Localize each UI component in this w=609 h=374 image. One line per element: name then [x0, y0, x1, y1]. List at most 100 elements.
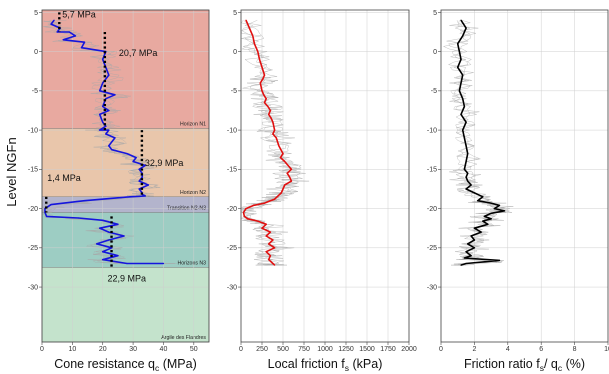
- data-point: [275, 137, 277, 139]
- data-point: [465, 121, 467, 123]
- data-point: [108, 239, 110, 241]
- data-point: [279, 157, 282, 159]
- data-point: [50, 23, 52, 25]
- data-point: [243, 215, 245, 217]
- y-tick-label: -15: [227, 167, 237, 174]
- x-axis-label-part: / q: [544, 357, 558, 371]
- data-point: [111, 247, 113, 249]
- x-tick-label: 30: [129, 346, 137, 353]
- data-point: [108, 129, 110, 131]
- data-point: [462, 74, 464, 76]
- data-point: [80, 47, 83, 49]
- x-axis-label-part: Friction ratio f: [464, 357, 540, 371]
- x-tick-label: 10: [604, 346, 609, 353]
- data-point: [114, 137, 116, 139]
- data-point: [284, 160, 286, 163]
- data-point: [269, 231, 271, 233]
- data-point: [473, 247, 475, 249]
- x-tick-label: 750: [298, 346, 310, 353]
- average-label: 20,7 MPa: [119, 48, 158, 58]
- friction-ratio-panel: 0 2 4 6 8 10 5 0 -5 -10 -15 -20 -25 -30 Friction ratio…: [427, 9, 609, 373]
- data-point: [117, 255, 119, 257]
- y-tick-label: -25: [28, 245, 38, 252]
- data-point: [460, 264, 462, 266]
- x-axis-label-subscript: s: [345, 363, 349, 373]
- x-axis-label: Cone resistance qc (MPa): [54, 357, 197, 373]
- data-point: [460, 58, 462, 61]
- data-point: [102, 82, 104, 84]
- data-point: [265, 98, 267, 100]
- y-tick-label: 0: [34, 49, 38, 56]
- data-point: [467, 153, 469, 155]
- data-point: [275, 197, 277, 199]
- raw-data-trace: [442, 20, 510, 266]
- x-tick-label: 1500: [359, 346, 375, 353]
- data-point: [50, 204, 52, 206]
- zone-band: [41, 128, 210, 197]
- y-tick-label: -30: [28, 284, 38, 291]
- data-point: [463, 105, 465, 108]
- data-point: [289, 176, 291, 178]
- y-axis-label: Level NGFn: [4, 137, 19, 206]
- x-axis-label-subscript: s: [540, 363, 544, 373]
- data-point: [482, 220, 484, 222]
- average-label: 1,4 MPa: [47, 173, 81, 183]
- zone-label: Argile des Flandres: [161, 335, 206, 341]
- y-tick-label: 5: [433, 10, 437, 17]
- y-tick-label: -20: [28, 206, 38, 213]
- data-point: [465, 251, 467, 253]
- data-point: [83, 200, 86, 202]
- data-point: [465, 176, 467, 178]
- raw-data-trace: [241, 20, 310, 266]
- data-point: [111, 149, 113, 151]
- data-point: [272, 239, 274, 241]
- data-point: [262, 78, 264, 80]
- data-point: [483, 215, 485, 217]
- data-point: [490, 212, 492, 214]
- data-point: [245, 208, 247, 210]
- data-point: [141, 176, 143, 178]
- data-point: [465, 188, 467, 190]
- data-point: [282, 153, 284, 155]
- data-point: [263, 74, 266, 76]
- data-point: [261, 90, 263, 92]
- data-point: [457, 66, 459, 68]
- y-tick-label: -10: [427, 127, 437, 134]
- series-line: [44, 19, 164, 265]
- x-axis-label: Local friction fs (kPa): [268, 357, 383, 373]
- data-point: [56, 31, 58, 33]
- raw-data-trace: [447, 20, 514, 266]
- data-point: [105, 98, 107, 100]
- data-point: [280, 192, 282, 194]
- raw-data-trace: [240, 19, 303, 266]
- data-point: [108, 109, 110, 112]
- plot-frame: [440, 9, 609, 343]
- data-point: [490, 202, 492, 204]
- x-tick-label: 0: [40, 346, 44, 353]
- x-tick-label: 1250: [338, 346, 354, 353]
- data-point: [117, 223, 119, 225]
- data-point: [284, 184, 286, 186]
- y-tick-label: -25: [227, 245, 237, 252]
- data-point: [268, 259, 270, 261]
- data-point: [123, 235, 125, 237]
- data-point: [258, 58, 261, 61]
- data-point: [252, 35, 254, 37]
- data-point: [470, 184, 472, 186]
- data-point: [272, 133, 274, 135]
- data-point: [99, 113, 101, 115]
- x-tick-label: 1750: [380, 346, 396, 353]
- x-axis-label-part: (kPa): [349, 357, 382, 371]
- x-axis-label-part: (%): [562, 357, 585, 371]
- y-tick-label: -10: [227, 127, 237, 134]
- data-point: [460, 19, 462, 21]
- data-point: [272, 121, 274, 123]
- data-point: [463, 168, 465, 170]
- data-point: [62, 39, 64, 41]
- data-point: [99, 227, 101, 229]
- data-point: [503, 210, 506, 212]
- data-point: [265, 223, 267, 225]
- data-point: [268, 113, 270, 115]
- data-point: [467, 172, 469, 174]
